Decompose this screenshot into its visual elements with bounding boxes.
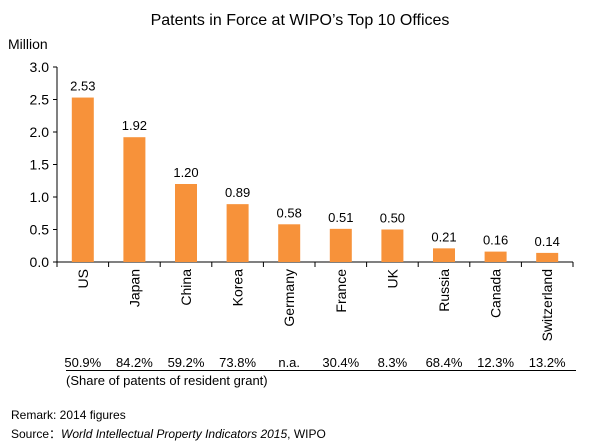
bar — [278, 224, 301, 262]
bar — [123, 137, 146, 262]
bar — [71, 97, 94, 262]
value-label: 0.50 — [380, 211, 405, 226]
x-tick-label: US — [75, 269, 91, 288]
source-prefix: Source： — [11, 427, 62, 441]
x-tick-label: France — [333, 269, 349, 313]
source: Source：World Intellectual Property Indic… — [11, 425, 326, 442]
x-tick-labels: US Japan China Korea Germany France UK Russia Ca… — [75, 268, 555, 341]
remark: Remark: 2014 figures — [11, 408, 126, 422]
bar — [329, 228, 352, 262]
value-label: 0.89 — [225, 185, 250, 200]
y-tick-label: 3.0 — [30, 59, 50, 75]
value-label: 0.21 — [431, 229, 456, 244]
share-value: 84.2% — [115, 355, 153, 370]
bar — [226, 204, 249, 262]
share-value: n.a. — [278, 355, 301, 370]
bar — [536, 252, 559, 262]
value-label: 0.58 — [277, 205, 302, 220]
value-label: 1.20 — [173, 165, 198, 180]
x-tick-label: Korea — [230, 269, 246, 307]
x-tick-label: Japan — [126, 269, 142, 307]
share-value: 68.4% — [425, 355, 463, 370]
share-value: 12.3% — [477, 355, 515, 370]
value-label: 0.14 — [535, 234, 560, 249]
value-label: 2.53 — [70, 79, 95, 94]
bar — [484, 251, 507, 262]
value-label: 0.16 — [483, 233, 508, 248]
share-note: (Share of patents of resident grant) — [66, 373, 268, 388]
x-axis — [56, 261, 574, 267]
share-divider — [66, 370, 576, 371]
value-label: 1.92 — [122, 118, 147, 133]
value-label: 0.51 — [328, 210, 353, 225]
share-value: 13.2% — [528, 355, 566, 370]
x-tick-label: Russia — [436, 269, 452, 312]
x-tick-label: UK — [384, 268, 400, 288]
y-tick-label: 0.0 — [30, 254, 50, 270]
chart-title: Patents in Force at WIPO’s Top 10 Office… — [151, 12, 450, 29]
share-value: 30.4% — [322, 355, 360, 370]
x-tick-label: Canada — [488, 269, 504, 318]
y-tick-label: 2.0 — [30, 124, 50, 140]
bars — [71, 97, 559, 262]
y-tick-label: 0.5 — [30, 222, 50, 238]
bar — [175, 184, 197, 262]
share-value: 73.8% — [219, 355, 257, 370]
source-publication: World Intellectual Property Indicators 2… — [61, 427, 288, 441]
share-value: 8.3% — [377, 355, 408, 370]
y-tick-label: 2.5 — [30, 92, 50, 108]
bar — [381, 229, 404, 262]
y-tick-label: 1.0 — [30, 189, 50, 205]
bar — [433, 248, 455, 262]
share-value: 59.2% — [167, 355, 205, 370]
x-tick-label: China — [178, 269, 194, 306]
source-suffix: , WIPO — [287, 427, 326, 441]
x-tick-label: Germany — [281, 269, 297, 327]
y-axis: 0.0 0.5 1.0 1.5 2.0 2.5 3.0 — [30, 59, 58, 270]
y-axis-label: Million — [8, 36, 48, 52]
value-labels: 2.53 1.92 1.20 0.89 0.58 0.51 0.50 0.21 0.16 0.14 — [70, 79, 560, 249]
y-tick-label: 1.5 — [30, 157, 50, 173]
share-value: 50.9% — [64, 355, 102, 370]
x-tick-label: Switzerland — [539, 269, 555, 341]
